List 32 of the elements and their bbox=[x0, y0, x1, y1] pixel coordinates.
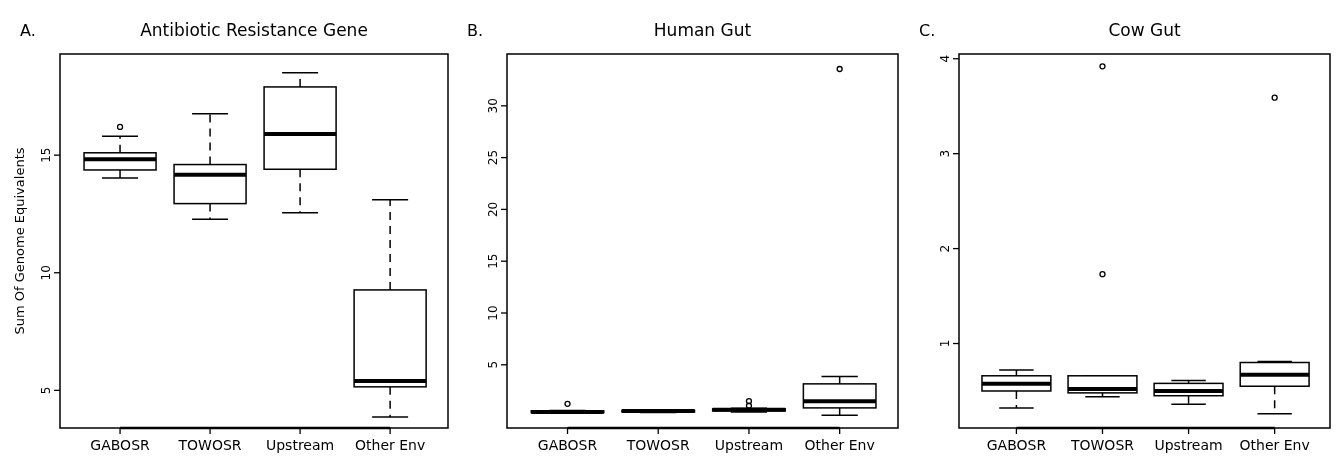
x-tick-label: TOWOSR bbox=[1069, 437, 1135, 453]
y-tick-label: 25 bbox=[486, 149, 500, 166]
x-tick-label: GABOSR bbox=[986, 437, 1047, 453]
y-tick-label: 3 bbox=[938, 149, 952, 158]
x-tick-label: TOWOSR bbox=[625, 437, 691, 453]
y-tick-label: 15 bbox=[39, 147, 53, 163]
x-tick-label: GABOSR bbox=[90, 437, 151, 453]
text: C. bbox=[919, 21, 936, 40]
x-tick-label: TOWOSR bbox=[177, 437, 242, 453]
chart-title: Human Gut bbox=[653, 20, 752, 40]
x-tick-label: Upstream bbox=[1154, 437, 1223, 453]
text: A. bbox=[20, 21, 36, 40]
y-tick-label: 10 bbox=[486, 305, 500, 321]
y-tick-label: 2 bbox=[938, 244, 952, 253]
x-tick-label: Other Env bbox=[1239, 437, 1310, 453]
y-tick-label: 4 bbox=[938, 54, 952, 63]
x-tick-label: Other Env bbox=[355, 437, 426, 453]
chart-title: Antibiotic Resistance Gene bbox=[140, 20, 368, 40]
y-tick-label: 5 bbox=[39, 386, 53, 395]
y-axis-title: Sum Of Genome Equivalents bbox=[12, 147, 27, 335]
y-tick-label: 1 bbox=[938, 339, 952, 348]
x-tick-label: Other Env bbox=[804, 437, 875, 453]
chart-title: Cow Gut bbox=[1108, 20, 1181, 40]
x-tick-label: Upstream bbox=[265, 437, 335, 453]
y-tick-label: 15 bbox=[486, 253, 500, 269]
y-tick-label: 5 bbox=[486, 360, 500, 369]
y-tick-label: 10 bbox=[39, 265, 53, 281]
x-tick-label: GABOSR bbox=[537, 437, 598, 453]
text: B. bbox=[467, 21, 484, 40]
y-tick-label: 30 bbox=[486, 98, 500, 114]
x-tick-label: Upstream bbox=[714, 437, 784, 453]
y-tick-label: 20 bbox=[486, 201, 500, 218]
